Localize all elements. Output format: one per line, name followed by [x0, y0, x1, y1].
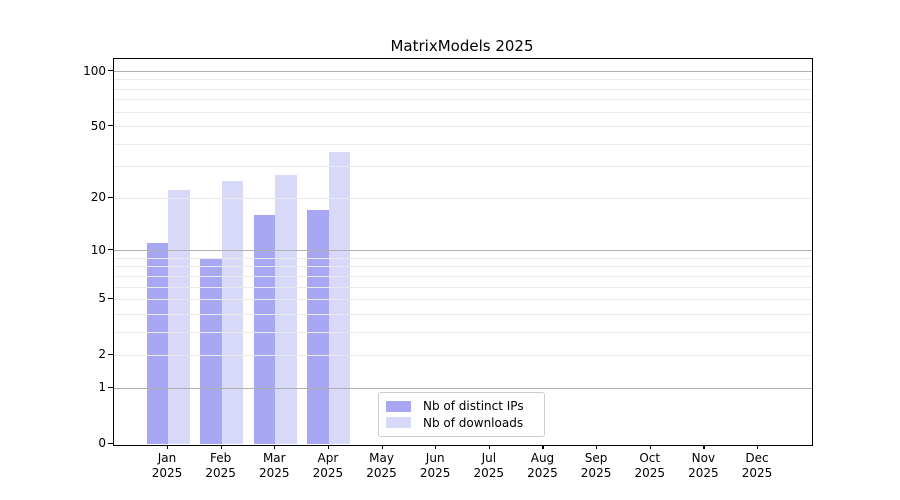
y-tick-0 — [108, 442, 113, 444]
legend-swatch-nb-of-distinct-ips — [386, 400, 411, 412]
x-tick-jan — [167, 445, 169, 449]
bar-nb-of-downloads-mar — [275, 174, 297, 444]
bar-nb-of-distinct-ips-feb — [200, 257, 222, 444]
bar-nb-of-downloads-apr — [328, 152, 351, 444]
gridline-minor-6 — [114, 286, 812, 288]
y-tick-label-0: 0 — [98, 436, 106, 451]
x-tick-mar — [274, 445, 276, 449]
gridline-minor-4 — [114, 313, 812, 315]
x-tick-feb — [220, 445, 222, 449]
x-tick-label-mar: Mar 2025 — [258, 451, 290, 480]
x-tick-label-aug: Aug 2025 — [527, 451, 558, 480]
bar-nb-of-downloads-feb — [221, 180, 244, 444]
y-tick-50 — [108, 125, 113, 127]
gridline-minor-20 — [114, 197, 812, 199]
legend-label-nb-of-distinct-ips: Nb of distinct IPs — [423, 399, 524, 414]
gridline-minor-90 — [114, 79, 812, 81]
gridline-minor-50 — [114, 126, 812, 128]
gridline-major-100 — [114, 71, 812, 73]
gridline-minor-5 — [114, 298, 812, 300]
y-tick-label-5: 5 — [98, 291, 106, 306]
x-tick-oct — [649, 445, 651, 449]
x-tick-label-jun: Jun 2025 — [419, 451, 451, 480]
x-tick-apr — [327, 445, 330, 449]
y-tick-label-2: 2 — [98, 347, 106, 362]
x-tick-label-nov: Nov 2025 — [688, 451, 719, 480]
legend: Nb of distinct IPs Nb of downloads — [378, 392, 545, 437]
y-tick-1 — [108, 386, 113, 388]
chart-title: MatrixModels 2025 — [390, 37, 534, 55]
bar-nb-of-distinct-ips-mar — [253, 214, 276, 444]
y-tick-2 — [108, 353, 113, 356]
gridline-major-1 — [114, 387, 812, 389]
x-tick-may — [381, 445, 383, 449]
gridline-minor-3 — [114, 331, 812, 333]
x-tick-label-dec: Dec 2025 — [741, 451, 773, 480]
x-tick-label-oct: Oct 2025 — [634, 451, 665, 480]
gridline-minor-70 — [114, 99, 812, 101]
legend-row-nb-of-distinct-ips: Nb of distinct IPs — [386, 398, 537, 414]
bar-nb-of-distinct-ips-apr — [307, 210, 329, 444]
x-tick-label-jul: Jul 2025 — [473, 451, 505, 480]
gridline-minor-60 — [114, 111, 812, 113]
bar-nb-of-downloads-jan — [168, 190, 190, 444]
y-tick-label-10: 10 — [90, 242, 106, 257]
y-tick-label-1: 1 — [98, 380, 106, 395]
x-tick-dec — [757, 445, 759, 449]
legend-label-nb-of-downloads: Nb of downloads — [423, 415, 524, 430]
gridline-minor-2 — [114, 354, 812, 356]
x-tick-jul — [488, 445, 490, 449]
gridline-minor-30 — [114, 166, 812, 168]
x-tick-sep — [596, 445, 598, 449]
y-tick-label-100: 100 — [83, 63, 106, 78]
gridline-major-10 — [114, 250, 812, 252]
x-tick-label-apr: Apr 2025 — [312, 451, 344, 480]
legend-row-nb-of-downloads: Nb of downloads — [386, 415, 537, 431]
y-tick-20 — [108, 196, 113, 198]
y-tick-100 — [108, 70, 113, 72]
x-tick-jun — [435, 445, 437, 449]
gridline-minor-8 — [114, 266, 812, 268]
y-tick-10 — [108, 249, 113, 251]
y-tick-5 — [108, 297, 113, 300]
y-tick-label-50: 50 — [90, 118, 106, 133]
legend-swatch-nb-of-downloads — [386, 417, 411, 429]
plot-area — [113, 58, 813, 446]
y-tick-label-20: 20 — [90, 190, 106, 205]
bar-nb-of-distinct-ips-jan — [146, 242, 168, 444]
x-tick-aug — [542, 445, 544, 449]
x-tick-label-sep: Sep 2025 — [580, 451, 612, 480]
x-tick-nov — [703, 445, 705, 449]
x-tick-label-feb: Feb 2025 — [205, 451, 236, 480]
gridline-minor-9 — [114, 257, 812, 259]
x-tick-label-jan: Jan 2025 — [151, 451, 183, 480]
x-tick-label-may: May 2025 — [366, 451, 397, 480]
gridline-minor-40 — [114, 143, 812, 145]
gridline-minor-7 — [114, 275, 812, 277]
gridline-minor-80 — [114, 88, 812, 90]
